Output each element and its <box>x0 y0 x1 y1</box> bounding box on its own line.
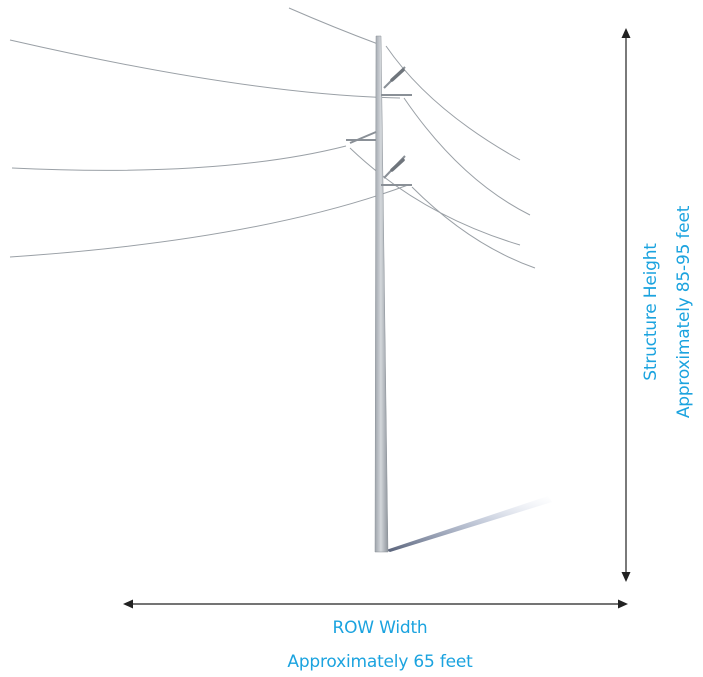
steel-pole <box>374 35 389 553</box>
bottom-conductor-right <box>411 186 536 269</box>
top-conductor-right <box>403 97 531 216</box>
width-dimension-arrow <box>123 599 628 609</box>
top-conductor-left <box>9 39 401 99</box>
conductor-wires <box>9 7 536 269</box>
shield-wire-right <box>385 45 521 161</box>
middle-insulator <box>349 131 377 144</box>
middle-conductor-right <box>349 147 521 246</box>
structure-height-value: Approximately 85-95 feet <box>674 205 694 419</box>
structure-height-label: Structure Height <box>641 243 661 381</box>
bottom-conductor-left <box>9 184 409 258</box>
height-dimension-arrow <box>621 28 631 582</box>
row-width-label: ROW Width <box>332 618 428 638</box>
middle-conductor-left <box>11 145 347 171</box>
pole-shadow <box>386 496 552 552</box>
shield-wire-left <box>288 7 379 45</box>
row-width-value: Approximately 65 feet <box>287 652 473 672</box>
